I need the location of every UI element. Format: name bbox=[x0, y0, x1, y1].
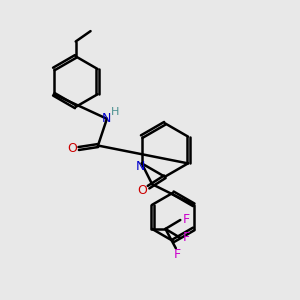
Text: F: F bbox=[183, 231, 190, 244]
Text: N: N bbox=[102, 112, 112, 125]
Text: O: O bbox=[137, 184, 147, 196]
Text: F: F bbox=[174, 248, 181, 261]
Text: O: O bbox=[67, 142, 77, 155]
Text: H: H bbox=[111, 107, 119, 117]
Text: N: N bbox=[136, 160, 145, 173]
Text: F: F bbox=[183, 214, 190, 226]
